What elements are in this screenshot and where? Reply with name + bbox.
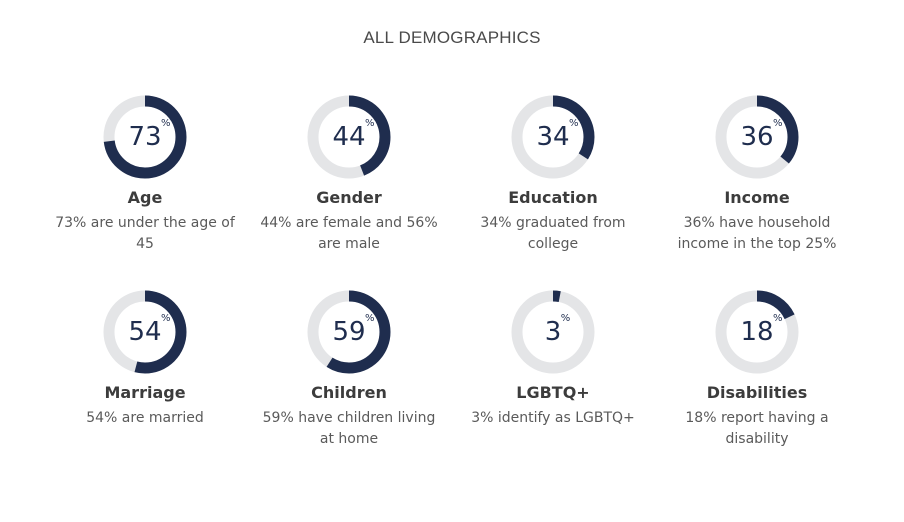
donut-arc — [307, 290, 391, 374]
donut-svg — [511, 290, 595, 374]
donut-chart: 44% — [306, 94, 392, 180]
stat-description: 59% have children living at home — [262, 410, 436, 447]
stat-label: Age — [127, 188, 163, 207]
stat-label: Marriage — [104, 383, 186, 402]
donut-svg — [103, 290, 187, 374]
donut-arc — [715, 95, 799, 179]
donut-arc — [511, 290, 595, 374]
stat-label: Income — [724, 188, 790, 207]
stat-description: 34% graduated from college — [480, 215, 626, 252]
donut-svg — [715, 290, 799, 374]
donut-chart: 36% — [714, 94, 800, 180]
donut-svg — [103, 95, 187, 179]
stat-description: 44% are female and 56% are male — [260, 215, 438, 252]
donut-arc — [103, 95, 187, 179]
stat-description: 18% report having a disability — [685, 410, 829, 447]
donut-svg — [307, 290, 391, 374]
donut-arc — [103, 290, 187, 374]
stat-label: Gender — [316, 188, 382, 207]
donut-arc — [511, 95, 595, 179]
donut-chart: 73% — [102, 94, 188, 180]
stat-label: Children — [311, 383, 387, 402]
stat-description: 3% identify as LGBTQ+ — [471, 410, 635, 426]
stat-description: 54% are married — [86, 410, 204, 426]
donut-chart: 54% — [102, 289, 188, 375]
donut-chart: 34% — [510, 94, 596, 180]
donut-arc — [307, 95, 391, 179]
page-title: ALL DEMOGRAPHICS — [363, 28, 541, 47]
donut-chart: 18% — [714, 289, 800, 375]
stat-label: Disabilities — [706, 383, 808, 402]
donut-chart: 3% — [510, 289, 596, 375]
donut-svg — [307, 95, 391, 179]
stat-description: 73% are under the age of 45 — [55, 215, 235, 252]
donut-chart: 59% — [306, 289, 392, 375]
donut-svg — [511, 95, 595, 179]
stat-description: 36% have household income in the top 25% — [677, 215, 837, 252]
donut-arc — [715, 290, 799, 374]
stat-label: LGBTQ+ — [516, 383, 590, 402]
donut-track — [511, 290, 595, 374]
donut-svg — [715, 95, 799, 179]
stat-label: Education — [508, 188, 598, 207]
